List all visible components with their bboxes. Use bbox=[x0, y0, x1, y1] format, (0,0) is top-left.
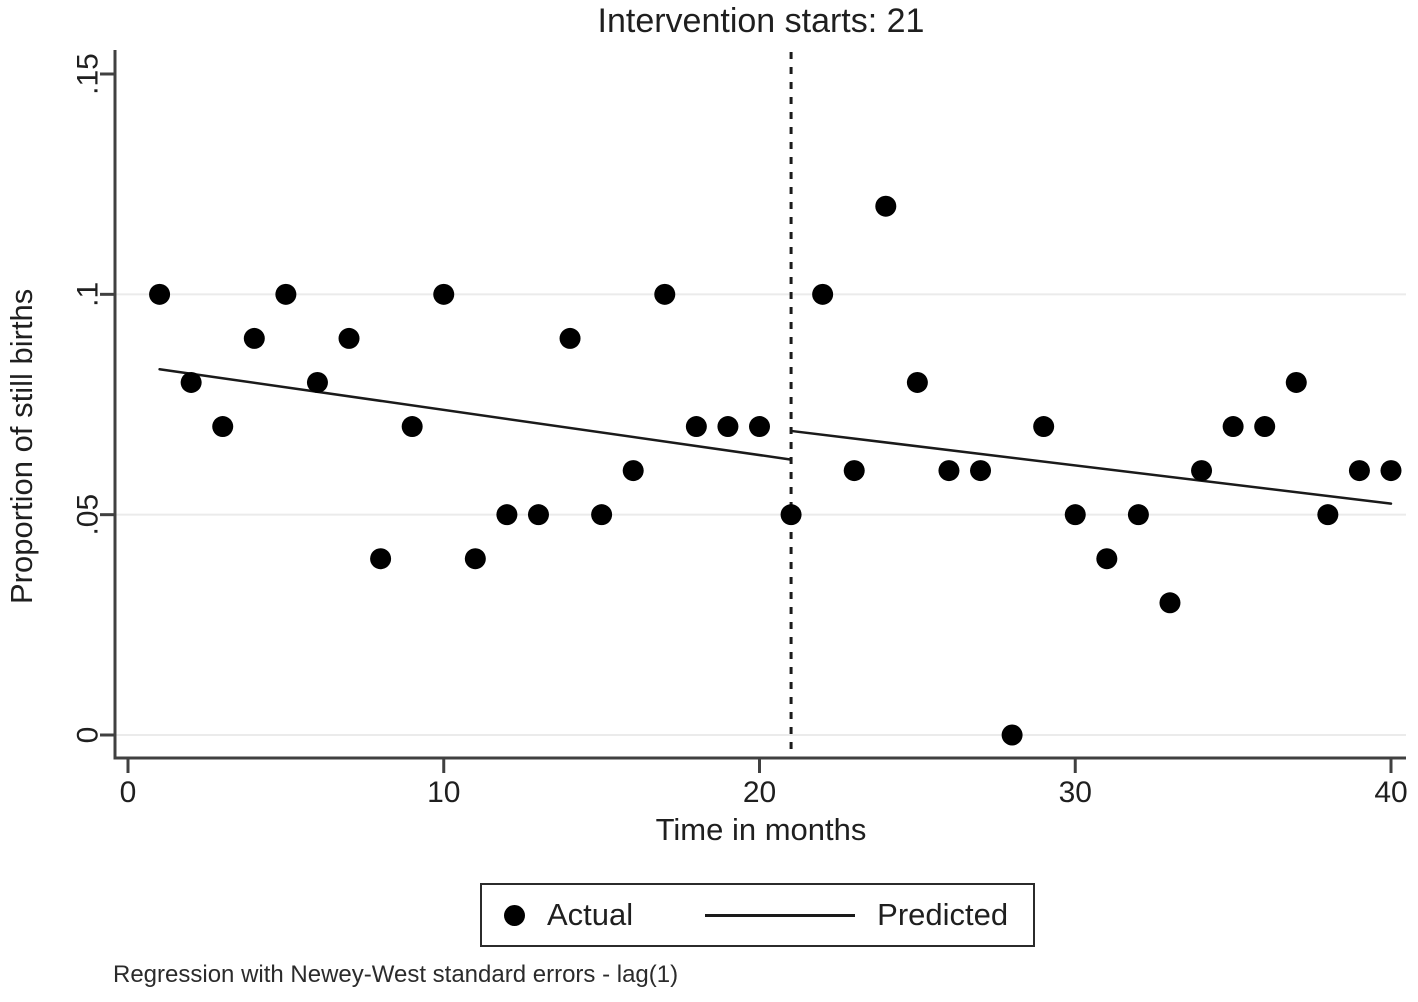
scatter-point bbox=[559, 327, 581, 349]
scatter-point bbox=[1096, 548, 1118, 570]
scatter-point bbox=[496, 504, 518, 526]
legend: Actual Predicted bbox=[480, 883, 1035, 947]
scatter-point bbox=[243, 327, 265, 349]
legend-actual-label: Actual bbox=[547, 897, 634, 932]
scatter-point bbox=[1348, 460, 1370, 482]
predicted-line-segment bbox=[789, 429, 1393, 505]
legend-predicted-label: Predicted bbox=[877, 897, 1009, 932]
scatter-point bbox=[654, 283, 676, 305]
scatter-point bbox=[1380, 460, 1402, 482]
scatter-point bbox=[1127, 504, 1149, 526]
scatter-point bbox=[1064, 504, 1086, 526]
scatter-point bbox=[906, 371, 928, 393]
scatter-point bbox=[938, 460, 960, 482]
scatter-point bbox=[180, 371, 202, 393]
scatter-point bbox=[749, 416, 770, 438]
scatter-point bbox=[1033, 416, 1055, 438]
scatter-point bbox=[591, 504, 613, 526]
scatter-point bbox=[338, 327, 360, 349]
x-tick-label: 30 bbox=[1059, 776, 1092, 809]
footnote: Regression with Newey-West standard erro… bbox=[113, 961, 679, 988]
x-tick-label: 0 bbox=[120, 776, 137, 809]
predicted-line-segment bbox=[158, 367, 793, 461]
y-tick-label: 0 bbox=[72, 727, 105, 744]
scatter-point bbox=[875, 195, 897, 217]
legend-actual-marker-icon bbox=[504, 904, 525, 926]
scatter-point bbox=[212, 416, 234, 438]
scatter-point bbox=[622, 460, 644, 482]
x-axis-label: Time in months bbox=[655, 812, 867, 847]
scatter-point bbox=[1159, 592, 1181, 614]
scatter-point bbox=[685, 416, 707, 438]
scatter-point bbox=[780, 504, 802, 526]
scatter-point bbox=[970, 460, 992, 482]
scatter-point bbox=[1285, 371, 1307, 393]
x-tick-label: 20 bbox=[743, 776, 776, 809]
scatter-point bbox=[812, 283, 834, 305]
scatter-point bbox=[1001, 724, 1023, 746]
scatter-point bbox=[275, 283, 297, 305]
scatter-point bbox=[149, 283, 171, 305]
scatter-point bbox=[1191, 460, 1213, 482]
y-tick-label: .15 bbox=[72, 53, 105, 95]
scatter-point bbox=[843, 460, 865, 482]
chart-title: Intervention starts: 21 bbox=[597, 2, 925, 40]
scatter-point bbox=[306, 371, 328, 393]
scatter-point bbox=[1222, 416, 1244, 438]
x-tick-label: 40 bbox=[1374, 776, 1407, 809]
scatter-point bbox=[370, 548, 392, 570]
scatter-point bbox=[1254, 416, 1276, 438]
scatter-point bbox=[1317, 504, 1339, 526]
scatter-point bbox=[527, 504, 549, 526]
scatter-point bbox=[717, 416, 739, 438]
scatter-point bbox=[433, 283, 455, 305]
y-tick-label: .1 bbox=[72, 282, 105, 307]
y-tick-label: .05 bbox=[72, 494, 105, 536]
scatter-point bbox=[401, 416, 423, 438]
x-tick-label: 10 bbox=[427, 776, 460, 809]
scatter-point bbox=[464, 548, 486, 570]
legend-predicted-marker-icon bbox=[705, 913, 856, 917]
